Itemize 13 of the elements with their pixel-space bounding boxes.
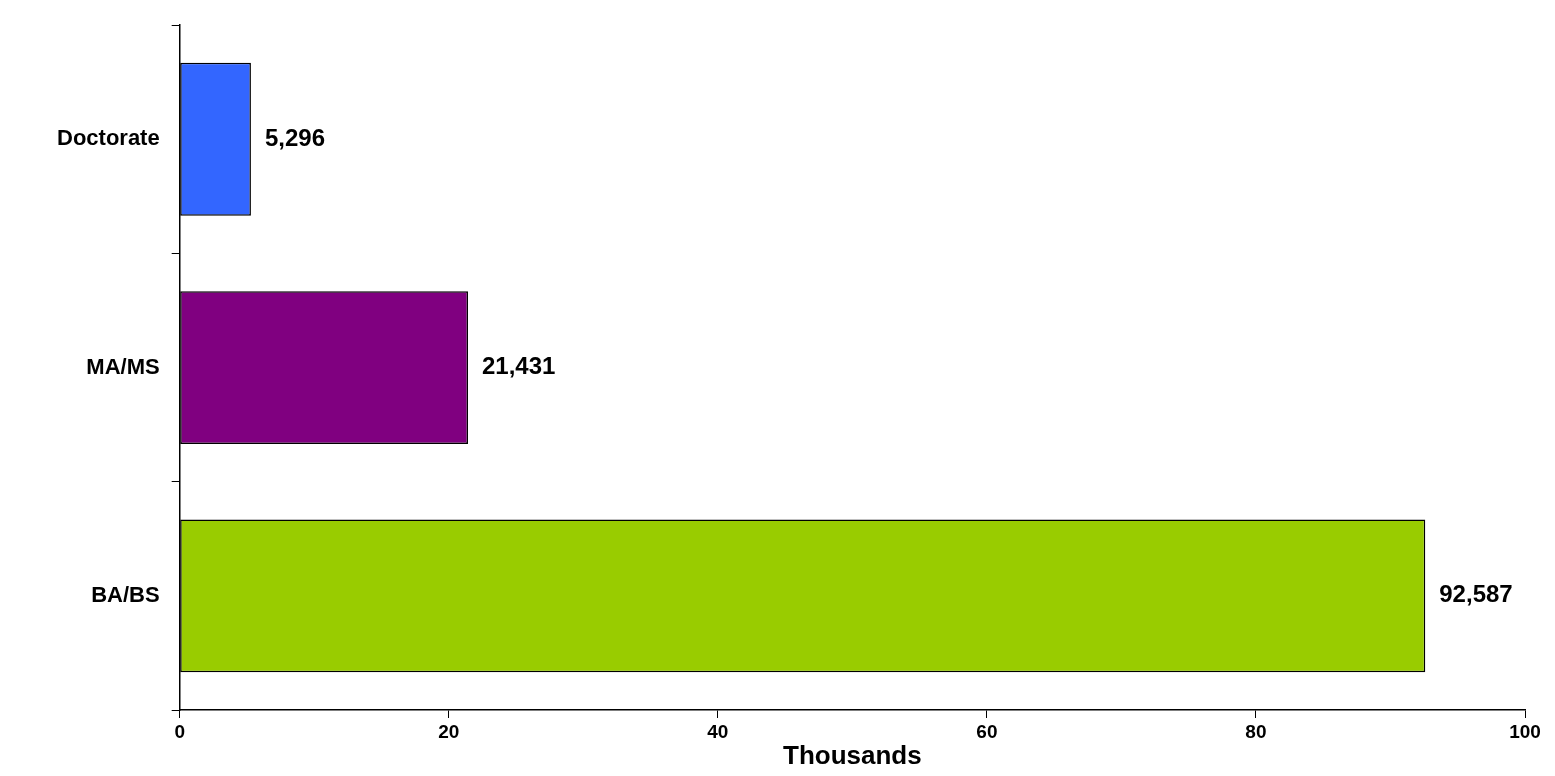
y-tick-label: Doctorate [57,125,160,151]
annotation: 21,431 [482,352,556,380]
x-axis-title: Thousands [783,739,922,770]
x-tick-label: 100 [1509,720,1541,742]
x-tick-label: 40 [707,720,729,742]
y-tick-label: MA/MS [86,353,160,379]
y-tick-label: BA/BS [91,581,160,607]
annotation: 92,587 [1439,580,1513,608]
x-tick-label: 20 [438,720,460,742]
x-tick-label: 0 [174,720,185,742]
x-tick-label: 80 [1245,720,1267,742]
annotation: 5,296 [264,123,325,151]
x-tick-label: 60 [976,720,998,742]
